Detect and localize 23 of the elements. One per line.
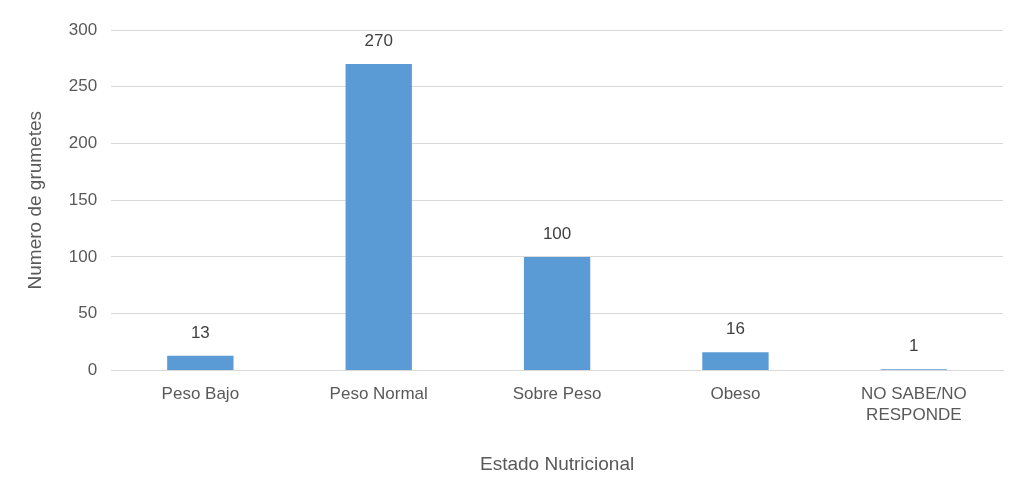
x-tick-label: Obeso	[710, 384, 761, 404]
y-tick-label: 250	[68, 76, 98, 96]
y-tick-label: 0	[87, 360, 98, 380]
data-label: 270	[364, 31, 393, 51]
bar	[702, 352, 769, 370]
x-tick-label: Peso Bajo	[161, 384, 240, 404]
data-label: 16	[725, 319, 745, 339]
y-tick-label: 100	[68, 246, 98, 266]
y-tick-label: 300	[68, 19, 98, 39]
data-label: 13	[190, 322, 210, 342]
x-tick-label: NO SABE/NO RESPONDE	[860, 384, 967, 424]
x-tick-label: Peso Normal	[329, 384, 428, 404]
data-label: 1	[909, 336, 919, 356]
bar	[523, 256, 591, 370]
y-tick-label: 150	[68, 189, 98, 209]
bar	[167, 355, 234, 370]
data-label: 100	[542, 224, 572, 244]
y-tick-label: 50	[78, 303, 98, 323]
bar	[345, 64, 412, 370]
y-axis-title: Numero de grumetes	[23, 110, 45, 290]
y-tick-label: 200	[68, 133, 98, 153]
x-axis-title: Estado Nutricional	[479, 452, 635, 474]
x-tick-label: Sobre Peso	[512, 384, 602, 404]
